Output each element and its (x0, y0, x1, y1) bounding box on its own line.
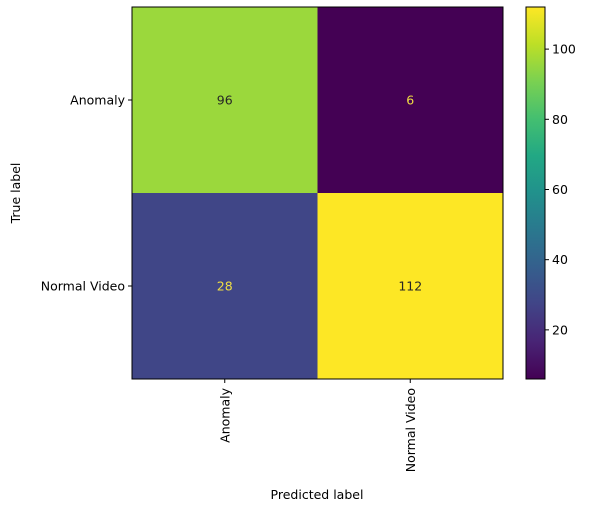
colorbar-tick-label: 20 (552, 322, 568, 337)
y-axis-label: True label (8, 163, 23, 225)
cell-value-label: 28 (217, 279, 233, 294)
cell-value-label: 96 (217, 93, 233, 108)
colorbar: 20 40 60 80 100 (525, 6, 576, 380)
heatmap-cell (317, 7, 504, 194)
colorbar-tick-label: 60 (552, 182, 568, 197)
colorbar-frame (525, 6, 546, 380)
colorbar-tick-label: 80 (552, 112, 568, 127)
y-tick-label: Anomaly (70, 93, 125, 108)
y-axis-ticks: Anomaly Normal Video (41, 93, 132, 294)
colorbar-gradient (526, 7, 545, 379)
colorbar-ticks: 20 40 60 80 100 (545, 42, 576, 337)
heatmap-cell (132, 7, 318, 194)
x-tick-label: Normal Video (403, 388, 418, 472)
x-axis-label: Predicted label (271, 487, 364, 502)
heatmap-cell (317, 193, 504, 380)
heatmap-cells (132, 7, 504, 380)
cell-value-labels: 96 6 28 112 (217, 93, 422, 294)
cell-value-label: 6 (406, 93, 414, 108)
colorbar-tick-label: 40 (552, 252, 568, 267)
x-tick-label: Anomaly (217, 387, 232, 442)
cell-value-label: 112 (398, 279, 422, 294)
plot-frame (131, 6, 504, 380)
x-axis-ticks: Anomaly Normal Video (217, 379, 418, 472)
heatmap-cell (132, 193, 318, 380)
y-tick-label: Normal Video (41, 279, 125, 294)
colorbar-tick-label: 100 (552, 42, 576, 57)
